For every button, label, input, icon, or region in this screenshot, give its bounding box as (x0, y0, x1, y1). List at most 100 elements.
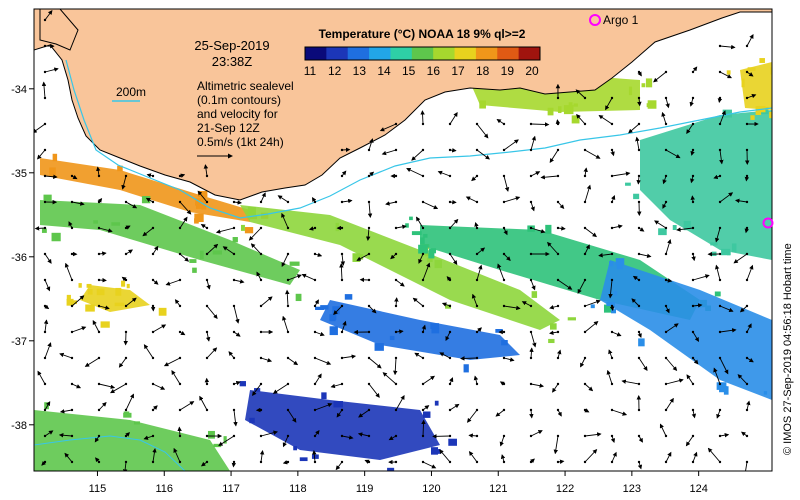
velocity-origin (475, 174, 479, 178)
velocity-arrow (96, 166, 101, 177)
velocity-origin (97, 434, 101, 438)
sst-pixel (727, 251, 731, 256)
sst-pixel (194, 213, 204, 222)
velocity-origin (205, 408, 209, 412)
velocity-arrow (382, 372, 397, 385)
velocity-origin (340, 434, 344, 438)
velocity-arrow (34, 123, 46, 134)
velocity-arrow (44, 253, 52, 264)
sst-pixel (52, 153, 58, 162)
velocity-origin (232, 356, 236, 360)
velocity-origin (745, 460, 749, 464)
velocity-origin (664, 226, 668, 230)
velocity-arrow (174, 299, 181, 307)
velocity-origin (637, 408, 641, 412)
velocity-origin (745, 148, 749, 152)
velocity-arrow (44, 430, 54, 437)
velocity-arrow (686, 374, 694, 385)
velocity-origin (610, 460, 614, 464)
velocity-origin (529, 252, 533, 256)
velocity-arrow (422, 375, 435, 385)
velocity-origin (70, 226, 74, 230)
velocity-origin (637, 226, 641, 230)
velocity-arrow (179, 201, 192, 215)
colorbar-frame (304, 46, 541, 61)
velocity-arrow (719, 432, 730, 438)
velocity-arrow (179, 401, 195, 411)
velocity-arrow (71, 295, 85, 307)
sst-pixel (431, 327, 440, 334)
velocity-arrow (339, 263, 344, 281)
velocity-origin (502, 382, 506, 386)
velocity-origin (556, 200, 560, 204)
argo-float-marker-2[interactable] (762, 217, 774, 229)
velocity-arrow (59, 409, 73, 414)
sst-pixel (352, 253, 361, 262)
velocity-origin (637, 70, 641, 74)
velocity-arrow (449, 218, 459, 229)
velocity-arrow (259, 450, 265, 463)
sst-pixel (389, 335, 395, 341)
velocity-origin (583, 460, 587, 464)
sst-pixel (299, 457, 308, 462)
sst-pixel (41, 228, 47, 233)
velocity-origin (340, 226, 344, 230)
velocity-arrow (98, 401, 107, 411)
sst-pixel (387, 467, 395, 471)
velocity-origin (718, 96, 722, 100)
sst-pixel (777, 118, 781, 123)
sst-pixel (117, 165, 123, 172)
velocity-origin (394, 408, 398, 412)
colorbar-tick-label: 14 (377, 64, 391, 78)
velocity-arrow (661, 111, 667, 125)
velocity-arrow (233, 279, 245, 284)
velocity-origin (286, 226, 290, 230)
velocity-origin (448, 278, 452, 282)
velocity-origin (205, 200, 209, 204)
velocity-arrow (393, 357, 398, 376)
velocity-arrow (121, 175, 127, 190)
velocity-origin (70, 252, 74, 256)
velocity-origin (664, 434, 668, 438)
velocity-origin (691, 148, 695, 152)
velocity-origin (232, 330, 236, 334)
colorbar-tick-label: 13 (353, 64, 367, 78)
velocity-origin (367, 330, 371, 334)
velocity-origin (43, 44, 47, 48)
velocity-origin (43, 226, 47, 230)
sst-pixel (645, 78, 653, 88)
velocity-arrow (553, 435, 559, 455)
sst-pixel (311, 454, 319, 459)
velocity-arrow (557, 201, 565, 210)
sst-pixel (244, 227, 254, 234)
velocity-arrow (584, 184, 592, 203)
velocity-arrow (530, 331, 537, 348)
velocity-arrow (341, 198, 353, 204)
velocity-arrow (530, 171, 541, 177)
sst-pixel (777, 61, 780, 65)
velocity-arrow (330, 383, 343, 389)
sst-pixel (573, 103, 578, 107)
sst-pixel (329, 326, 338, 336)
velocity-origin (637, 460, 641, 464)
velocity-arrow (465, 196, 478, 203)
velocity-arrow (287, 274, 302, 281)
velocity-origin (259, 460, 263, 464)
argo-float-marker[interactable] (589, 14, 601, 26)
velocity-arrow (71, 383, 82, 389)
velocity-arrow (654, 220, 667, 229)
sst-pixel (741, 78, 745, 88)
velocity-origin (448, 356, 452, 360)
velocity-arrow (530, 430, 543, 437)
velocity-origin (745, 382, 749, 386)
velocity-arrow (745, 461, 748, 471)
velocity-arrow (577, 279, 586, 294)
sst-pixel (212, 250, 222, 255)
velocity-arrow (125, 201, 138, 209)
velocity-arrow (379, 123, 397, 132)
velocity-origin (394, 304, 398, 308)
colorbar-ticks: 11 12 13 14 15 16 17 18 19 20 (304, 64, 539, 78)
velocity-origin (205, 252, 209, 256)
velocity-origin (394, 252, 398, 256)
info-line-2: (0.1m contours) (197, 93, 281, 107)
